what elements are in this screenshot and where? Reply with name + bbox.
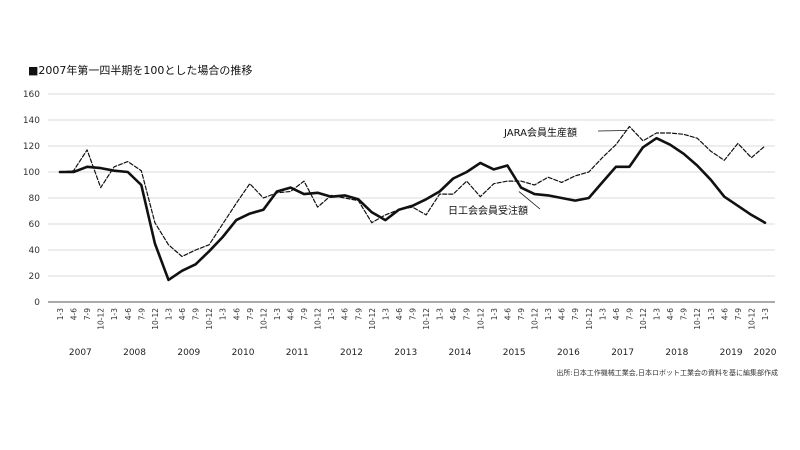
x-tick-label: 1-3 [598, 308, 607, 320]
x-tick-label: 1-3 [327, 308, 336, 320]
x-tick-label: 10-12 [368, 308, 377, 330]
x-tick-label: 10-12 [422, 308, 431, 330]
year-label: 2014 [448, 348, 471, 358]
x-tick-label: 7-9 [246, 308, 255, 320]
x-axis-ticks: 1-3 4-6 7-9 10-12 1-3 4-6 7-9 10-12 1-3 4-6 7-9 10-… [56, 308, 770, 330]
y-tick-label: 120 [23, 142, 40, 152]
x-tick-label: 1-3 [761, 308, 770, 320]
x-tick-label: 10-12 [259, 308, 268, 330]
x-tick-label: 10-12 [585, 308, 594, 330]
x-tick-label: 7-9 [83, 308, 92, 320]
year-label: 2009 [177, 348, 200, 358]
x-tick-label: 4-6 [232, 308, 241, 320]
x-tick-label: 1-3 [164, 308, 173, 320]
year-label: 2010 [232, 348, 255, 358]
year-label: 2008 [123, 348, 146, 358]
x-tick-label: 1-3 [219, 308, 228, 320]
x-tick-label: 10-12 [314, 308, 323, 330]
x-tick-label: 4-6 [341, 308, 350, 320]
x-tick-label: 10-12 [639, 308, 648, 330]
x-tick-label: 10-12 [747, 308, 756, 330]
x-tick-label: 7-9 [680, 308, 689, 320]
x-tick-label: 4-6 [612, 308, 621, 320]
year-label: 2013 [394, 348, 417, 358]
series-lines [58, 125, 767, 282]
x-tick-label: 1-3 [273, 308, 282, 320]
x-tick-label: 1-3 [436, 308, 445, 320]
x-tick-label: 7-9 [734, 308, 743, 320]
y-tick-label: 60 [29, 220, 41, 230]
year-label: 2007 [69, 348, 92, 358]
x-tick-label: 4-6 [449, 308, 458, 320]
year-label: 2017 [611, 348, 634, 358]
y-tick-label: 40 [29, 246, 41, 256]
chart-title: ■2007年第一四半期を100とした場合の推移 [28, 64, 253, 77]
series-line-jmtba [58, 136, 767, 282]
x-tick-label: 4-6 [666, 308, 675, 320]
x-tick-label: 7-9 [463, 308, 472, 320]
x-tick-label: 4-6 [178, 308, 187, 320]
year-label: 2019 [720, 348, 743, 358]
x-tick-label: 7-9 [517, 308, 526, 320]
year-label: 2015 [503, 348, 526, 358]
year-labels: 2007 2008 2009 2010 2011 2012 2013 2014 2015 2016… [69, 348, 777, 358]
x-tick-label: 1-3 [544, 308, 553, 320]
series-label-jara: JARA会員生産額 [503, 126, 577, 139]
x-tick-label: 10-12 [476, 308, 485, 330]
leader-line-jmtba [518, 191, 541, 210]
x-tick-label: 10-12 [97, 308, 106, 330]
chart-source-note: 出所:日本工作機械工業会,日本ロボット工業会の資料を基に編集部作成 [556, 369, 778, 377]
x-tick-label: 10-12 [531, 308, 540, 330]
y-tick-label: 160 [23, 90, 40, 100]
year-label: 2011 [286, 348, 309, 358]
y-tick-label: 80 [29, 194, 41, 204]
x-tick-label: 4-6 [124, 308, 133, 320]
series-label-jmtba: 日工会会員受注額 [448, 204, 528, 217]
x-tick-label: 7-9 [354, 308, 363, 320]
y-axis-ticks: 0 20 40 60 80 100 120 140 160 [23, 90, 40, 308]
x-tick-label: 7-9 [300, 308, 309, 320]
y-tick-label: 0 [34, 298, 40, 308]
x-tick-label: 4-6 [70, 308, 79, 320]
x-tick-label: 4-6 [720, 308, 729, 320]
x-tick-label: 4-6 [503, 308, 512, 320]
x-tick-label: 1-3 [110, 308, 119, 320]
year-label: 2020 [754, 348, 777, 358]
x-tick-label: 1-3 [381, 308, 390, 320]
x-tick-label: 7-9 [625, 308, 634, 320]
x-tick-label: 4-6 [558, 308, 567, 320]
x-tick-label: 10-12 [205, 308, 214, 330]
x-tick-label: 7-9 [137, 308, 146, 320]
x-tick-label: 7-9 [192, 308, 201, 320]
year-label: 2012 [340, 348, 363, 358]
x-tick-label: 4-6 [395, 308, 404, 320]
y-tick-label: 100 [23, 168, 40, 178]
x-tick-label: 4-6 [286, 308, 295, 320]
x-tick-label: 1-3 [56, 308, 65, 320]
year-label: 2018 [665, 348, 688, 358]
x-tick-label: 1-3 [707, 308, 716, 320]
y-tick-label: 140 [23, 116, 40, 126]
x-tick-label: 1-3 [653, 308, 662, 320]
x-tick-label: 7-9 [571, 308, 580, 320]
leader-line-jara [597, 130, 628, 132]
x-tick-label: 10-12 [693, 308, 702, 330]
x-tick-label: 7-9 [409, 308, 418, 320]
year-label: 2016 [557, 348, 580, 358]
y-tick-label: 20 [29, 272, 41, 282]
grid-lines [48, 93, 775, 303]
x-tick-label: 10-12 [151, 308, 160, 330]
x-tick-label: 1-3 [490, 308, 499, 320]
